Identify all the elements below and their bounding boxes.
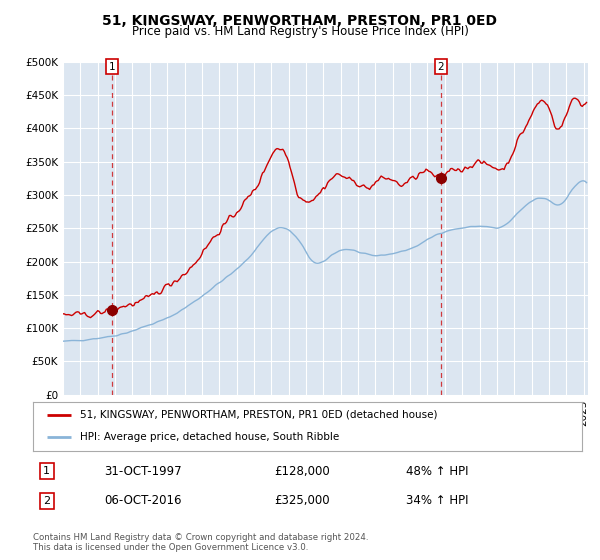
Text: 31-OCT-1997: 31-OCT-1997 xyxy=(104,465,182,478)
Text: 2: 2 xyxy=(43,496,50,506)
Text: Contains HM Land Registry data © Crown copyright and database right 2024.: Contains HM Land Registry data © Crown c… xyxy=(33,533,368,542)
Text: 34% ↑ HPI: 34% ↑ HPI xyxy=(406,494,469,507)
Text: This data is licensed under the Open Government Licence v3.0.: This data is licensed under the Open Gov… xyxy=(33,543,308,552)
Text: 1: 1 xyxy=(109,62,115,72)
Text: 48% ↑ HPI: 48% ↑ HPI xyxy=(406,465,469,478)
Text: 2: 2 xyxy=(437,62,444,72)
Text: £128,000: £128,000 xyxy=(275,465,331,478)
Text: 06-OCT-2016: 06-OCT-2016 xyxy=(104,494,182,507)
Text: 51, KINGSWAY, PENWORTHAM, PRESTON, PR1 0ED: 51, KINGSWAY, PENWORTHAM, PRESTON, PR1 0… xyxy=(103,14,497,28)
Text: Price paid vs. HM Land Registry's House Price Index (HPI): Price paid vs. HM Land Registry's House … xyxy=(131,25,469,38)
Text: £325,000: £325,000 xyxy=(275,494,330,507)
Text: 51, KINGSWAY, PENWORTHAM, PRESTON, PR1 0ED (detached house): 51, KINGSWAY, PENWORTHAM, PRESTON, PR1 0… xyxy=(80,410,437,420)
Text: HPI: Average price, detached house, South Ribble: HPI: Average price, detached house, Sout… xyxy=(80,432,339,442)
Text: 1: 1 xyxy=(43,466,50,476)
